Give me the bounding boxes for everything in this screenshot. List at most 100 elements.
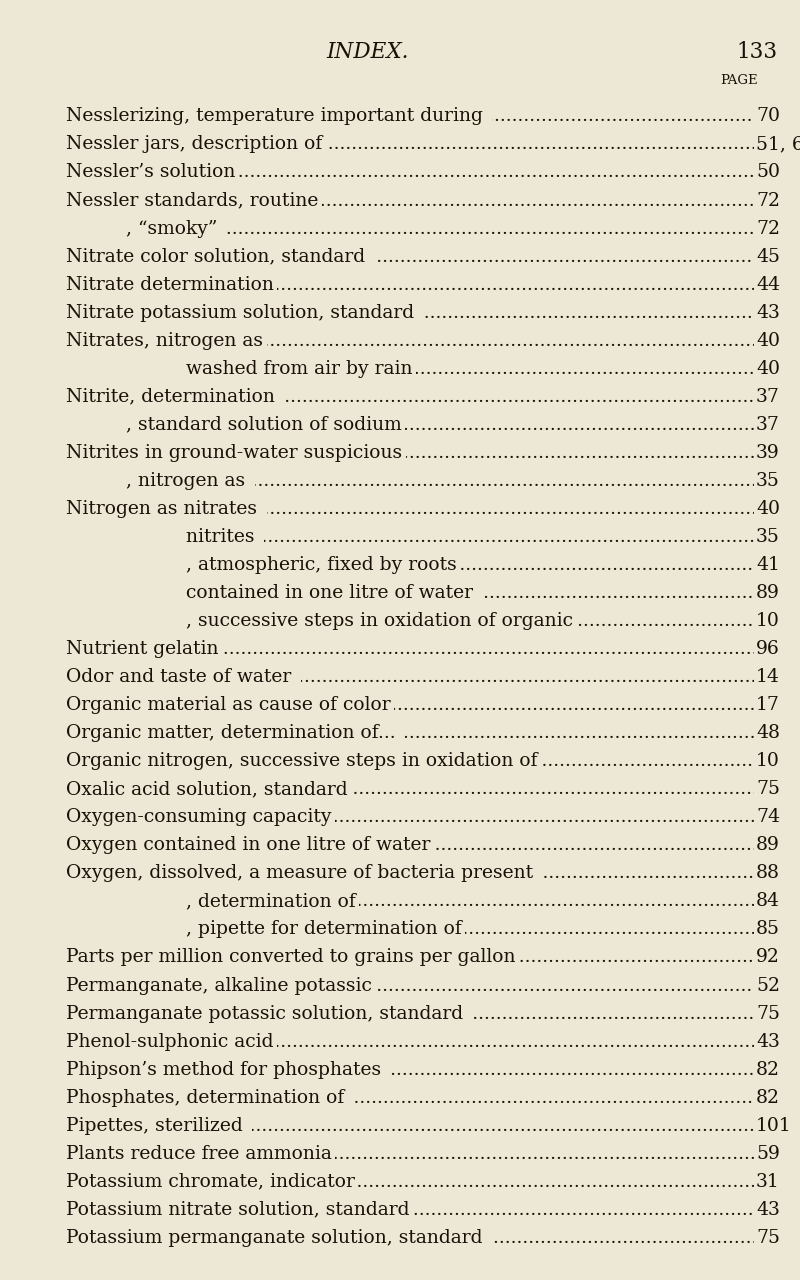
- Text: ................................................................................: ........................................…: [0, 1144, 800, 1162]
- Text: 40: 40: [756, 500, 780, 518]
- Text: , successive steps in oxidation of organic: , successive steps in oxidation of organ…: [186, 612, 573, 630]
- Text: ................................................................................: ........................................…: [0, 1116, 800, 1134]
- Text: 72: 72: [756, 192, 780, 210]
- Text: , nitrogen as: , nitrogen as: [126, 472, 250, 490]
- Text: ................................................................................: ........................................…: [0, 1033, 800, 1051]
- Text: 40: 40: [756, 360, 780, 378]
- Text: PAGE: PAGE: [720, 74, 758, 87]
- Text: 89: 89: [756, 584, 780, 602]
- Text: Permanganate potassic solution, standard: Permanganate potassic solution, standard: [66, 1005, 469, 1023]
- Text: Phenol-sulphonic acid: Phenol-sulphonic acid: [66, 1033, 273, 1051]
- Text: Permanganate, alkaline potassic: Permanganate, alkaline potassic: [66, 977, 371, 995]
- Text: 82: 82: [756, 1089, 780, 1107]
- Text: , pipette for determination of: , pipette for determination of: [186, 920, 462, 938]
- Text: 88: 88: [756, 864, 780, 882]
- Text: ................................................................................: ........................................…: [0, 836, 800, 854]
- Text: 45: 45: [756, 247, 780, 265]
- Text: ................................................................................: ........................................…: [0, 668, 800, 686]
- Text: nitrites: nitrites: [186, 527, 260, 547]
- Text: Nesslerizing, temperature important during: Nesslerizing, temperature important duri…: [66, 108, 489, 125]
- Text: Nitrogen as nitrates: Nitrogen as nitrates: [66, 500, 262, 518]
- Text: Phosphates, determination of: Phosphates, determination of: [66, 1089, 350, 1107]
- Text: Nessler’s solution: Nessler’s solution: [66, 164, 235, 182]
- Text: Nitrate color solution, standard: Nitrate color solution, standard: [66, 247, 370, 265]
- Text: , determination of: , determination of: [186, 892, 355, 910]
- Text: Oxygen-consuming capacity: Oxygen-consuming capacity: [66, 808, 331, 827]
- Text: ................................................................................: ........................................…: [0, 1172, 800, 1190]
- Text: ................................................................................: ........................................…: [0, 444, 800, 462]
- Text: ................................................................................: ........................................…: [0, 220, 800, 238]
- Text: ................................................................................: ........................................…: [0, 1089, 800, 1107]
- Text: 37: 37: [756, 416, 780, 434]
- Text: ................................................................................: ........................................…: [0, 556, 800, 573]
- Text: ................................................................................: ........................................…: [0, 1061, 800, 1079]
- Text: 17: 17: [756, 696, 780, 714]
- Text: Potassium permanganate solution, standard: Potassium permanganate solution, standar…: [66, 1229, 488, 1247]
- Text: 10: 10: [756, 753, 780, 771]
- Text: 51, 69: 51, 69: [756, 136, 800, 154]
- Text: washed from air by rain: washed from air by rain: [186, 360, 412, 378]
- Text: 39: 39: [756, 444, 780, 462]
- Text: Organic nitrogen, successive steps in oxidation of: Organic nitrogen, successive steps in ox…: [66, 753, 537, 771]
- Text: ................................................................................: ........................................…: [0, 388, 800, 406]
- Text: Nitrate determination: Nitrate determination: [66, 275, 274, 293]
- Text: Oxalic acid solution, standard: Oxalic acid solution, standard: [66, 781, 347, 799]
- Text: 75: 75: [756, 1229, 780, 1247]
- Text: ................................................................................: ........................................…: [0, 977, 800, 995]
- Text: 75: 75: [756, 781, 780, 799]
- Text: 75: 75: [756, 1005, 780, 1023]
- Text: Nitrite, determination: Nitrite, determination: [66, 388, 281, 406]
- Text: 50: 50: [756, 164, 780, 182]
- Text: ................................................................................: ........................................…: [0, 275, 800, 293]
- Text: ................................................................................: ........................................…: [0, 192, 800, 210]
- Text: ................................................................................: ........................................…: [0, 303, 800, 321]
- Text: contained in one litre of water: contained in one litre of water: [186, 584, 478, 602]
- Text: 31: 31: [756, 1172, 780, 1190]
- Text: 96: 96: [756, 640, 780, 658]
- Text: ................................................................................: ........................................…: [0, 864, 800, 882]
- Text: 40: 40: [756, 332, 780, 349]
- Text: ................................................................................: ........................................…: [0, 696, 800, 714]
- Text: 48: 48: [756, 724, 780, 742]
- Text: Organic material as cause of color: Organic material as cause of color: [66, 696, 390, 714]
- Text: ................................................................................: ........................................…: [0, 527, 800, 547]
- Text: ................................................................................: ........................................…: [0, 808, 800, 827]
- Text: ................................................................................: ........................................…: [0, 360, 800, 378]
- Text: ................................................................................: ........................................…: [0, 472, 800, 490]
- Text: , standard solution of sodium: , standard solution of sodium: [126, 416, 402, 434]
- Text: Nitrate potassium solution, standard: Nitrate potassium solution, standard: [66, 303, 420, 321]
- Text: ................................................................................: ........................................…: [0, 108, 800, 125]
- Text: 41: 41: [756, 556, 780, 573]
- Text: 52: 52: [756, 977, 780, 995]
- Text: 43: 43: [756, 1201, 780, 1219]
- Text: 44: 44: [756, 275, 780, 293]
- Text: 14: 14: [756, 668, 780, 686]
- Text: Nessler jars, description of: Nessler jars, description of: [66, 136, 322, 154]
- Text: ................................................................................: ........................................…: [0, 781, 800, 799]
- Text: ................................................................................: ........................................…: [0, 500, 800, 518]
- Text: 85: 85: [756, 920, 780, 938]
- Text: ................................................................................: ........................................…: [0, 1005, 800, 1023]
- Text: ................................................................................: ........................................…: [0, 136, 800, 154]
- Text: 37: 37: [756, 388, 780, 406]
- Text: 59: 59: [756, 1144, 780, 1162]
- Text: ................................................................................: ........................................…: [0, 612, 800, 630]
- Text: 84: 84: [756, 892, 780, 910]
- Text: ................................................................................: ........................................…: [0, 753, 800, 771]
- Text: Potassium nitrate solution, standard: Potassium nitrate solution, standard: [66, 1201, 409, 1219]
- Text: Phipson’s method for phosphates: Phipson’s method for phosphates: [66, 1061, 386, 1079]
- Text: Nitrates, nitrogen as: Nitrates, nitrogen as: [66, 332, 262, 349]
- Text: 35: 35: [756, 527, 780, 547]
- Text: 35: 35: [756, 472, 780, 490]
- Text: ................................................................................: ........................................…: [0, 247, 800, 265]
- Text: ................................................................................: ........................................…: [0, 1201, 800, 1219]
- Text: 43: 43: [756, 303, 780, 321]
- Text: , atmospheric, fixed by roots: , atmospheric, fixed by roots: [186, 556, 456, 573]
- Text: INDEX.: INDEX.: [326, 41, 410, 63]
- Text: 43: 43: [756, 1033, 780, 1051]
- Text: Odor and taste of water: Odor and taste of water: [66, 668, 297, 686]
- Text: 10: 10: [756, 612, 780, 630]
- Text: Pipettes, sterilized: Pipettes, sterilized: [66, 1116, 248, 1134]
- Text: 70: 70: [756, 108, 780, 125]
- Text: ................................................................................: ........................................…: [0, 164, 800, 182]
